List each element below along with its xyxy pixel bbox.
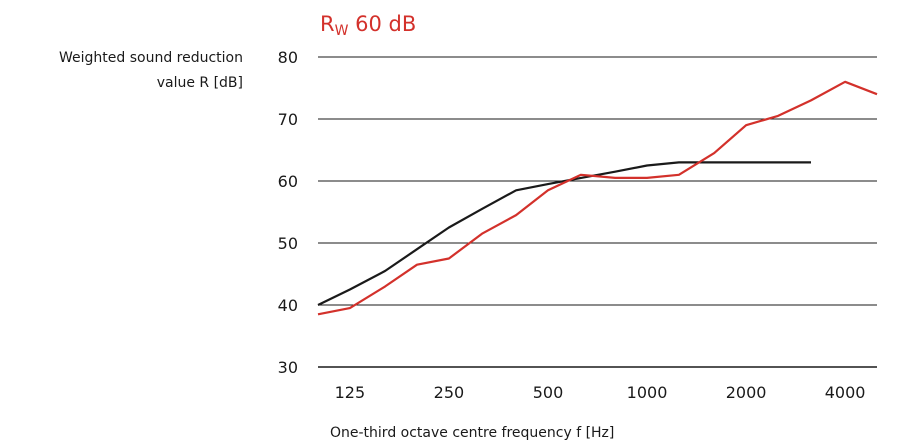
series-line-2 (317, 80, 878, 316)
x-tick-label: 1000 (627, 383, 668, 402)
chart-title-value: 60 dB (348, 12, 416, 36)
x-tick-label: 250 (434, 383, 465, 402)
chart-title-subscript: W (335, 23, 349, 39)
y-tick-label: 70 (278, 110, 298, 129)
grid-lines (318, 56, 877, 368)
x-tick-label: 4000 (825, 383, 866, 402)
y-tick-label: 80 (278, 48, 298, 67)
y-axis-label-line1: Weighted sound reduction (59, 50, 243, 66)
y-tick-label: 40 (278, 296, 298, 315)
chart-title: RW 60 dB (320, 12, 416, 39)
x-axis-label: One-third octave centre frequency f [Hz] (330, 425, 614, 441)
chart-title-main: R (320, 12, 335, 36)
x-tick-label: 2000 (726, 383, 767, 402)
x-tick-label: 500 (533, 383, 564, 402)
y-axis-label-line2: value R [dB] (157, 75, 243, 91)
y-tick-label: 30 (278, 358, 298, 377)
y-tick-label: 60 (278, 172, 298, 191)
x-tick-labels: 125 250 500 1000 2000 4000 (335, 383, 866, 402)
series-line-1 (317, 161, 811, 306)
y-tick-label: 50 (278, 234, 298, 253)
y-tick-labels: 30 40 50 60 70 80 (278, 48, 298, 377)
x-tick-label: 125 (335, 383, 366, 402)
series-lines (317, 80, 878, 316)
